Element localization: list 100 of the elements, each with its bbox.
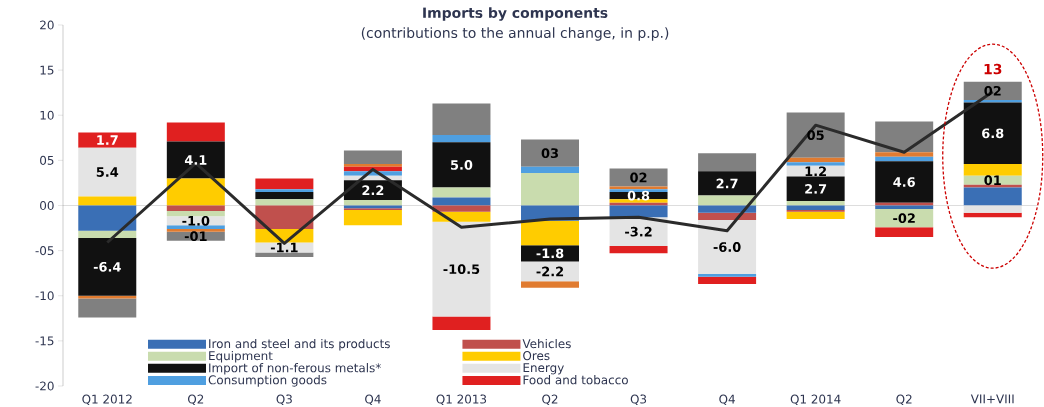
bar: [609, 205, 668, 218]
data-label: 5.4: [96, 167, 119, 177]
data-label: 02: [984, 85, 1001, 96]
chart-title: Imports by components: [423, 7, 608, 21]
data-label: -1.0: [182, 215, 210, 226]
data-label: 5.0: [450, 159, 473, 170]
x-tick-label: Q3: [630, 394, 647, 405]
bar: [521, 139, 580, 167]
bar: [963, 102, 1022, 164]
bar: [609, 168, 668, 187]
bar: [166, 141, 225, 179]
bar: [875, 227, 934, 238]
y-tick-label: -15: [35, 336, 54, 346]
chart-subtitle: (contributions to the annual change, in p.p.): [361, 27, 669, 41]
data-label: 4.1: [184, 155, 207, 165]
data-label: -10.5: [443, 264, 480, 275]
data-label: 03: [541, 148, 558, 159]
bar: [521, 261, 580, 282]
data-label: -1.1: [270, 242, 298, 253]
data-label: 01: [984, 175, 1001, 186]
bar: [875, 205, 934, 210]
annotation: 13: [984, 63, 1002, 75]
data-label: 2.2: [362, 185, 384, 195]
bar: [698, 274, 757, 277]
legend-label: Vehicles: [522, 338, 571, 349]
data-label: 2.7: [805, 184, 827, 194]
bar: [255, 178, 314, 190]
bar: [78, 298, 137, 318]
bar: [698, 205, 757, 213]
legend-label: Iron and steel and its products: [209, 338, 390, 351]
data-label: -02: [893, 213, 915, 224]
legend-label: Energy: [523, 363, 564, 375]
bar: [78, 132, 137, 148]
x-tick-label: Q4: [719, 394, 735, 405]
bar: [166, 205, 225, 211]
bar: [78, 237, 137, 296]
bar: [963, 187, 1022, 206]
y-tick-label: -20: [35, 381, 54, 391]
bar: [432, 103, 491, 136]
legend-label: Ores: [523, 351, 550, 361]
data-label: -2.2: [536, 266, 564, 277]
bar: [78, 205, 137, 231]
bar: [609, 246, 668, 254]
bar: [963, 205, 1022, 213]
x-tick-label: Q1 2013: [436, 394, 487, 405]
y-tick-label: 10: [40, 110, 54, 120]
bar: [875, 209, 934, 228]
bar: [432, 211, 491, 222]
data-label: 4.6: [893, 177, 915, 187]
data-label: 1.7: [97, 135, 118, 145]
x-tick-label: Q4: [365, 394, 381, 405]
bar: [432, 316, 491, 331]
bar: [166, 210, 225, 217]
x-tick-label: Q1 2014: [790, 394, 841, 405]
bar: [432, 205, 491, 212]
x-tick-label: Q1 2012: [82, 394, 132, 405]
legend-label: Food and tobacco: [523, 375, 628, 385]
bar: [432, 187, 491, 198]
bar: [786, 205, 845, 211]
x-tick-label: Q2: [187, 394, 204, 405]
legend-label: Import of non-ferous metals*: [209, 363, 381, 375]
bar: [875, 161, 934, 203]
bar: [875, 152, 934, 157]
data-label: 0.8: [627, 190, 650, 201]
bar: [166, 122, 225, 142]
bar: [963, 99, 1022, 103]
bar: [432, 197, 491, 206]
y-tick-label: -10: [35, 291, 54, 301]
x-tick-label: VII+VIII: [970, 394, 1014, 404]
data-label: 2.7: [716, 178, 738, 189]
data-label: -6.4: [93, 261, 121, 272]
y-tick-label: 05: [40, 155, 54, 165]
data-label: -1.8: [536, 248, 564, 259]
bar: [521, 173, 580, 206]
data-label: -01: [184, 231, 207, 242]
data-label: 1.2: [805, 166, 826, 177]
bar: [432, 135, 491, 143]
data-label: -6.0: [713, 242, 741, 252]
bar: [255, 199, 314, 206]
data-label: 05: [807, 130, 824, 140]
bar: [698, 212, 757, 220]
bar: [698, 219, 757, 275]
bar: [432, 221, 491, 317]
bar: [432, 142, 491, 188]
bar: [255, 252, 314, 257]
bar: [255, 205, 314, 229]
bar: [786, 162, 845, 166]
legend-label: Consumption goods: [208, 375, 327, 387]
data-label: 02: [630, 172, 647, 183]
y-tick-label: 20: [40, 20, 54, 30]
bar: [78, 196, 137, 206]
bar: [698, 153, 757, 172]
data-label: -3.2: [625, 226, 652, 237]
y-tick-label: -05: [35, 246, 54, 256]
x-tick-label: Q2: [896, 394, 912, 405]
bar: [698, 276, 757, 285]
x-tick-label: Q2: [542, 394, 558, 405]
bar: [343, 150, 402, 164]
legend-label: Equipment: [209, 350, 273, 363]
bar: [786, 165, 845, 177]
